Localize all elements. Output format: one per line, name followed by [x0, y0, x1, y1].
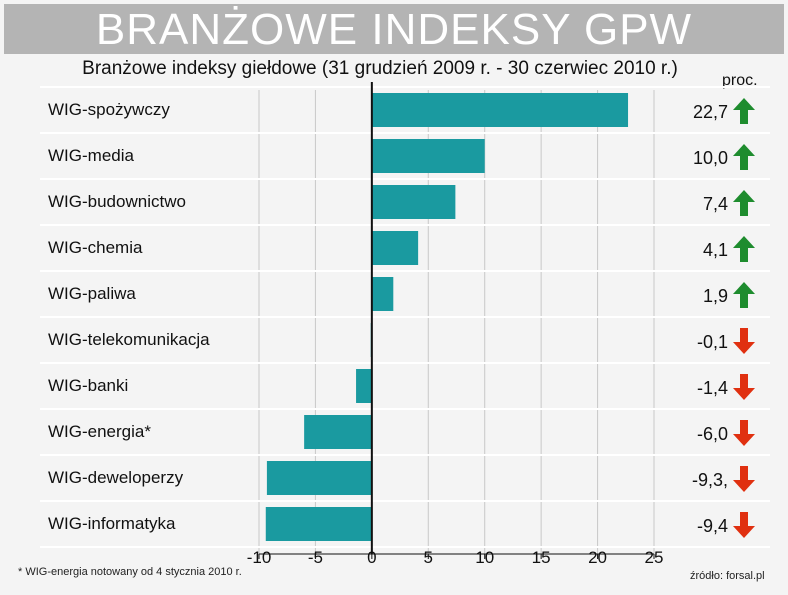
- unit-label: proc.: [722, 72, 758, 89]
- category-label: WIG-informatyka: [48, 514, 176, 533]
- bar: [371, 139, 485, 173]
- value-label: 4,1: [702, 240, 728, 260]
- up-arrow-icon: [733, 144, 755, 170]
- x-tick-label: 0: [367, 548, 377, 567]
- category-label: WIG-deweloperzy: [48, 468, 184, 487]
- down-arrow-icon: [733, 420, 755, 446]
- bar: [304, 415, 372, 449]
- category-label: WIG-banki: [48, 376, 129, 395]
- down-arrow-icon: [733, 328, 755, 354]
- x-tick-label: 5: [423, 548, 434, 567]
- x-tick-label: -10: [246, 548, 272, 567]
- footnote: * WIG-energia notowany od 4 stycznia 201…: [18, 566, 242, 578]
- value-label: 22,7: [692, 102, 728, 122]
- category-label: WIG-spożywczy: [48, 100, 170, 119]
- value-label: -0,1: [696, 332, 728, 352]
- value-label: 1,9: [702, 286, 728, 306]
- category-label: WIG-energia*: [48, 422, 151, 441]
- value-label: -1,4: [696, 378, 728, 398]
- value-label: -9,4: [696, 516, 728, 536]
- chart-title-banner: BRANŻOWE INDEKSY GPW: [4, 4, 784, 54]
- value-label: -9,3,: [691, 470, 728, 490]
- value-label: -6,0: [696, 424, 728, 444]
- bar: [266, 461, 372, 495]
- x-tick-label: 10: [475, 548, 495, 567]
- category-label: WIG-media: [48, 146, 134, 165]
- category-label: WIG-telekomunikacja: [48, 330, 210, 349]
- category-label: WIG-budownictwo: [48, 192, 186, 211]
- up-arrow-icon: [733, 236, 755, 262]
- bar: [371, 231, 419, 265]
- x-tick-label: 15: [531, 548, 551, 567]
- down-arrow-icon: [733, 512, 755, 538]
- x-tick-label: 20: [588, 548, 608, 567]
- value-label: 7,4: [702, 194, 728, 214]
- x-tick-label: -5: [307, 548, 323, 567]
- up-arrow-icon: [733, 98, 755, 124]
- bar: [371, 185, 456, 219]
- category-label: WIG-paliwa: [48, 284, 136, 303]
- bar: [265, 507, 372, 541]
- source-credit: źródło: forsal.pl: [690, 570, 765, 582]
- down-arrow-icon: [733, 466, 755, 492]
- bar: [371, 277, 394, 311]
- category-label: WIG-chemia: [48, 238, 143, 257]
- value-label: 10,0: [692, 148, 728, 168]
- chart-subtitle: Branżowe indeksy giełdowe (31 grudzień 2…: [82, 58, 678, 79]
- x-tick-label: 25: [644, 548, 664, 567]
- bar: [371, 93, 629, 127]
- up-arrow-icon: [733, 190, 755, 216]
- up-arrow-icon: [733, 282, 755, 308]
- down-arrow-icon: [733, 374, 755, 400]
- bar: [356, 369, 372, 403]
